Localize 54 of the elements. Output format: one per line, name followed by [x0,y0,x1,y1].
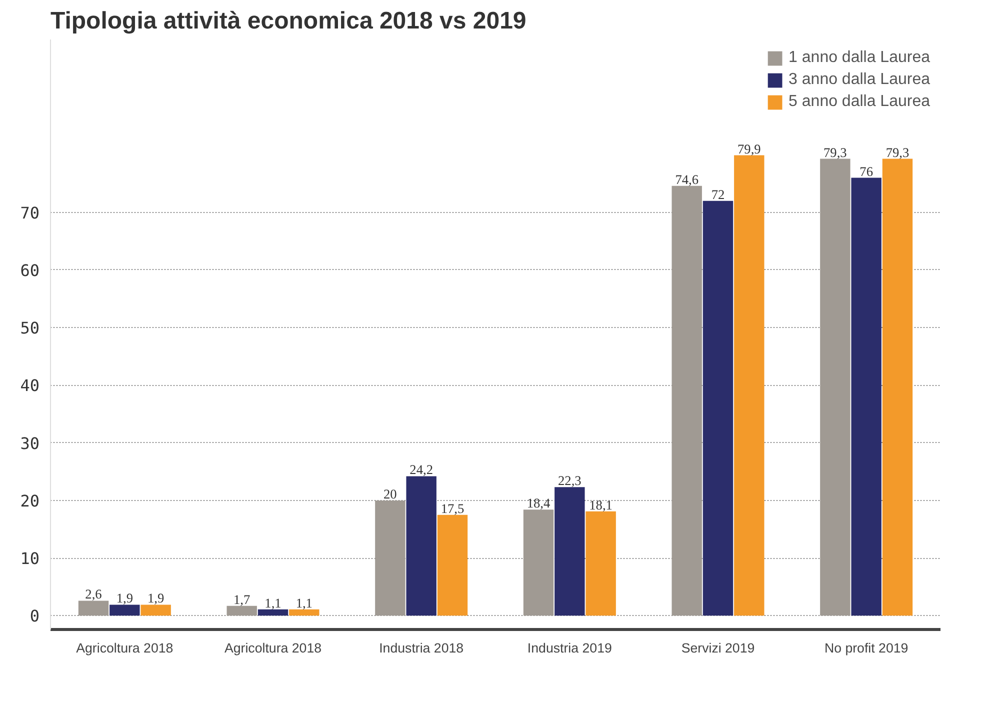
bar [882,158,913,616]
bar [406,476,436,616]
bar [734,155,764,616]
x-tick-label: Servizi 2019 [681,640,755,656]
data-label: 79,9 [737,141,762,156]
bar [289,609,320,616]
y-tick-label: 0 [30,606,40,626]
bar [110,604,140,616]
bar [523,510,554,616]
x-tick-label: Agricoltura 2018 [224,640,322,656]
legend-label: 3 anno dalla Laurea [788,71,930,89]
y-tick-label: 70 [20,203,40,222]
y-tick-label: 20 [20,491,40,510]
data-label: 1,1 [296,595,312,610]
bar [820,158,850,616]
data-label: 17,5 [440,500,464,516]
y-tick-label: 30 [20,434,40,453]
x-tick-label: Industria 2019 [527,640,612,656]
data-label: 79,3 [886,144,910,160]
data-label: 76 [860,164,874,179]
data-label: 18,4 [526,496,551,511]
bar [78,600,109,616]
data-label: 2,6 [85,586,102,602]
bar [437,514,468,616]
chart-title: Tipologia attività economica 2018 vs 2019 [50,8,526,34]
y-tick-label: 10 [20,549,40,568]
bar [140,604,171,616]
y-tick-label: 50 [20,318,40,338]
bar [375,500,406,616]
data-label: 79,3 [824,144,848,160]
data-label: 1,1 [264,595,282,610]
bar [702,200,734,616]
bar [226,606,257,616]
legend-label: 1 anno dalla Laurea [788,49,930,67]
data-label: 74,6 [675,172,699,187]
y-tick-label: 60 [20,260,40,280]
bar [554,487,585,616]
bar [851,178,882,616]
y-tick-label: 40 [20,376,40,396]
data-label: 22,3 [558,473,582,488]
data-label: 1,9 [116,590,134,606]
bar [672,186,702,616]
data-label: 1,7 [234,592,251,607]
data-label: 20 [384,486,398,502]
bar [586,511,616,616]
x-tick-label: No profit 2019 [824,640,908,656]
bar [258,609,288,616]
data-label: 18,1 [589,497,612,512]
x-tick-label: Industria 2018 [379,640,464,656]
data-label: 72 [711,186,725,202]
legend-label: 5 anno dalla Laurea [788,93,930,111]
x-tick-label: Agricoltura 2018 [76,640,174,656]
data-label: 24,2 [410,462,433,478]
data-label: 1,9 [147,590,164,606]
